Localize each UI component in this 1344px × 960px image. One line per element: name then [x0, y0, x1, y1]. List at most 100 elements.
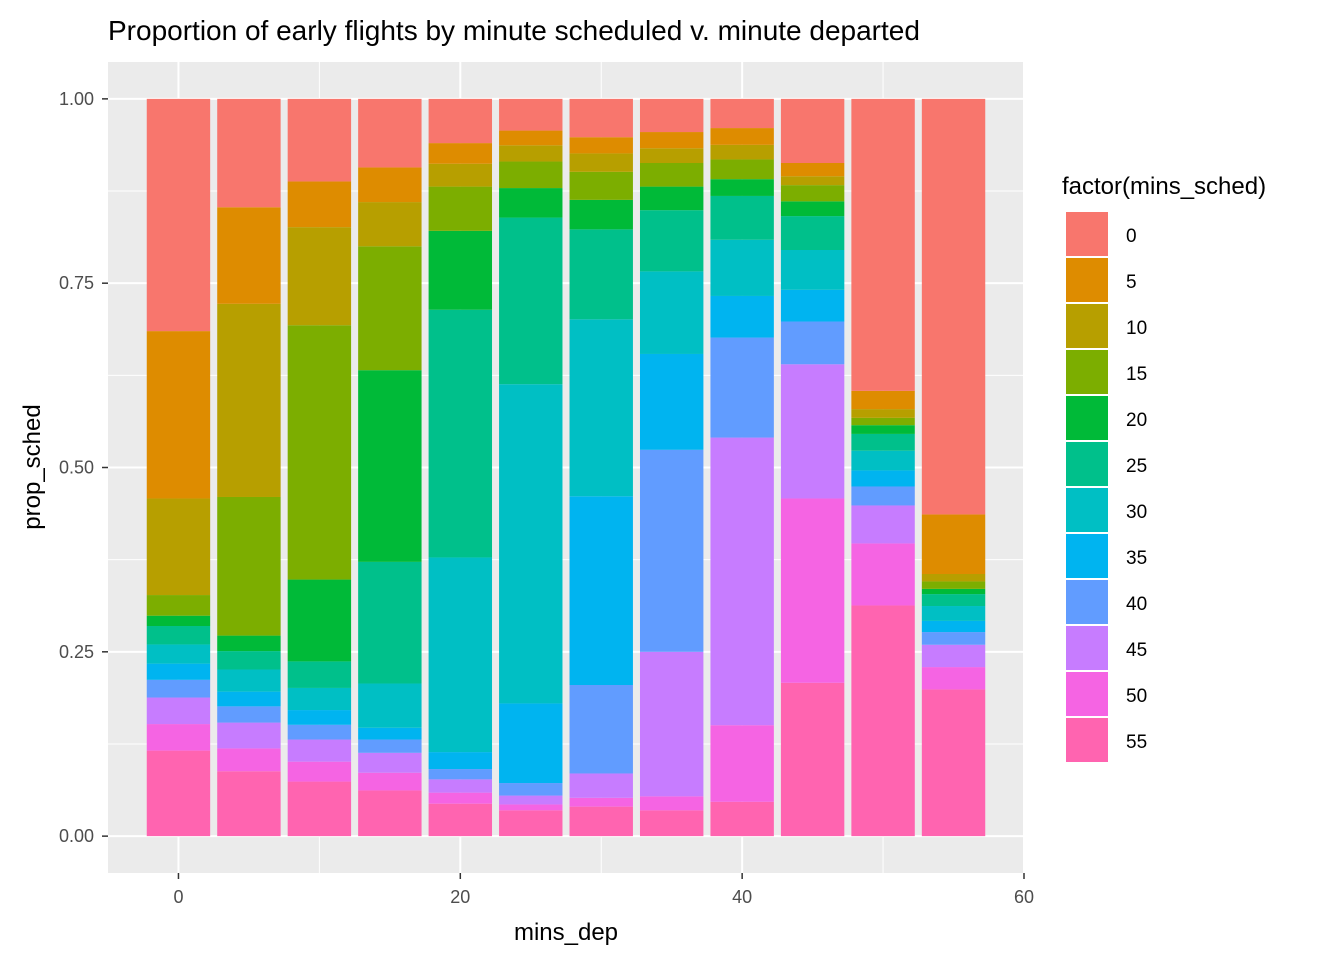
bar-segment-55-sched-50	[921, 667, 986, 690]
y-tick-label: 0.25	[59, 642, 94, 662]
bar-segment-15-sched-30	[358, 683, 422, 728]
bar-segment-5-sched-10	[217, 303, 281, 497]
legend-label-10: 10	[1126, 318, 1147, 339]
bar-segment-50-sched-5	[851, 390, 915, 410]
bar-segment-30-sched-30	[569, 319, 633, 497]
x-tick-label: 40	[732, 887, 752, 907]
bar-segment-25-sched-10	[499, 145, 563, 162]
bar-segment-40-sched-55	[710, 801, 774, 837]
bar-segment-40-sched-5	[710, 128, 774, 145]
bar-segment-20-sched-20	[428, 230, 493, 310]
bar-segment-55-sched-10	[921, 573, 986, 582]
bar-segment-0-sched-0	[146, 98, 211, 332]
bar-segment-20-sched-10	[428, 163, 493, 187]
bar-segment-40-sched-15	[710, 159, 774, 180]
bar-segment-10-sched-40	[287, 724, 352, 740]
bar-segment-10-sched-25	[287, 661, 352, 688]
bar-segment-45-sched-40	[780, 321, 845, 365]
bar-segment-0-sched-15	[146, 595, 211, 616]
bar-segment-35-sched-10	[639, 148, 704, 164]
bar-segment-5-sched-5	[217, 207, 281, 304]
bar-segment-30-sched-10	[569, 153, 633, 172]
bar-segment-30-sched-50	[569, 797, 633, 807]
bar-segment-15-sched-0	[358, 98, 422, 168]
y-tick-label: 1.00	[59, 89, 94, 109]
y-axis: 0.00 0.25 0.50 0.75 1.00	[59, 89, 108, 846]
x-tick-label: 20	[450, 887, 470, 907]
bar-segment-5-sched-35	[217, 691, 281, 707]
bar-segment-5-sched-45	[217, 722, 281, 749]
legend-key-50	[1066, 672, 1108, 716]
legend-key-30	[1066, 488, 1108, 532]
bar-segment-45-sched-35	[780, 289, 845, 322]
bar-segment-45-sched-55	[780, 682, 845, 837]
bar-segment-25-sched-30	[499, 384, 563, 704]
bar-segment-15-sched-55	[358, 790, 422, 837]
bar-segment-30-sched-25	[569, 229, 633, 320]
bar-segment-15-sched-10	[358, 202, 422, 247]
bar-segment-35-sched-50	[639, 796, 704, 811]
bar-segment-20-sched-0	[428, 98, 493, 144]
bar-segment-45-sched-0	[780, 98, 845, 164]
bar-segment-25-sched-20	[499, 188, 563, 218]
bar-segment-5-sched-15	[217, 496, 281, 636]
bar-segment-0-sched-20	[146, 615, 211, 627]
bar-segment-55-sched-5	[921, 514, 986, 574]
y-tick-label: 0.50	[59, 458, 94, 478]
bar-segment-50-sched-10	[851, 409, 915, 418]
bar-segment-15-sched-45	[358, 752, 422, 773]
bar-segment-20-sched-35	[428, 752, 493, 770]
bar-segment-55-sched-0	[921, 98, 986, 515]
bar-segment-5-sched-0	[217, 98, 281, 208]
legend-key-25	[1066, 442, 1108, 486]
legend-label-35: 35	[1126, 548, 1147, 569]
bar-segment-50-sched-35	[851, 470, 915, 487]
legend-key-15	[1066, 350, 1108, 394]
bar-segment-55-sched-35	[921, 620, 986, 633]
bar-segment-20-sched-45	[428, 779, 493, 793]
bar-segment-20-sched-40	[428, 769, 493, 780]
bar-segment-35-sched-0	[639, 98, 704, 133]
bar-segment-50-sched-0	[851, 98, 915, 391]
bar-segment-30-sched-45	[569, 773, 633, 798]
bar-segment-30-sched-15	[569, 171, 633, 200]
legend-label-15: 15	[1126, 364, 1147, 385]
legend-key-40	[1066, 580, 1108, 624]
bar-segment-0-sched-55	[146, 750, 211, 837]
bar-segment-5-sched-25	[217, 651, 281, 670]
legend-label-20: 20	[1126, 410, 1147, 431]
bar-segment-5-sched-20	[217, 635, 281, 652]
bar-segment-20-sched-30	[428, 557, 493, 753]
bar-segment-0-sched-5	[146, 331, 211, 499]
chart-title: Proportion of early flights by minute sc…	[108, 15, 920, 46]
legend-label-30: 30	[1126, 502, 1147, 523]
legend-key-10	[1066, 304, 1108, 348]
y-tick-label: 0.00	[59, 826, 94, 846]
bar-segment-45-sched-25	[780, 216, 845, 251]
y-axis-title: prop_sched	[19, 404, 46, 529]
bar-segment-40-sched-0	[710, 98, 774, 129]
bar-segment-45-sched-15	[780, 185, 845, 202]
bar-segment-50-sched-45	[851, 505, 915, 544]
bar-segment-45-sched-30	[780, 250, 845, 290]
legend-title: factor(mins_sched)	[1062, 173, 1266, 200]
bar-segment-0-sched-25	[146, 626, 211, 645]
bar-segment-0-sched-35	[146, 663, 211, 680]
bar-segment-50-sched-20	[851, 425, 915, 434]
bar-segment-20-sched-55	[428, 803, 493, 837]
x-tick-label: 0	[173, 887, 183, 907]
bar-segment-15-sched-5	[358, 167, 422, 203]
bar-segment-10-sched-50	[287, 761, 352, 782]
legend-key-35	[1066, 534, 1108, 578]
bar-segment-25-sched-5	[499, 130, 563, 146]
y-tick-label: 0.75	[59, 273, 94, 293]
bar-segment-50-sched-40	[851, 486, 915, 506]
bar-segment-10-sched-15	[287, 325, 352, 580]
bar-segment-0-sched-10	[146, 498, 211, 596]
bar-segment-30-sched-55	[569, 806, 633, 837]
bar-segment-25-sched-40	[499, 783, 563, 796]
bar-segment-25-sched-50	[499, 804, 563, 811]
bars	[146, 98, 986, 837]
bar-segment-55-sched-25	[921, 594, 986, 607]
legend-label-5: 5	[1126, 272, 1137, 293]
